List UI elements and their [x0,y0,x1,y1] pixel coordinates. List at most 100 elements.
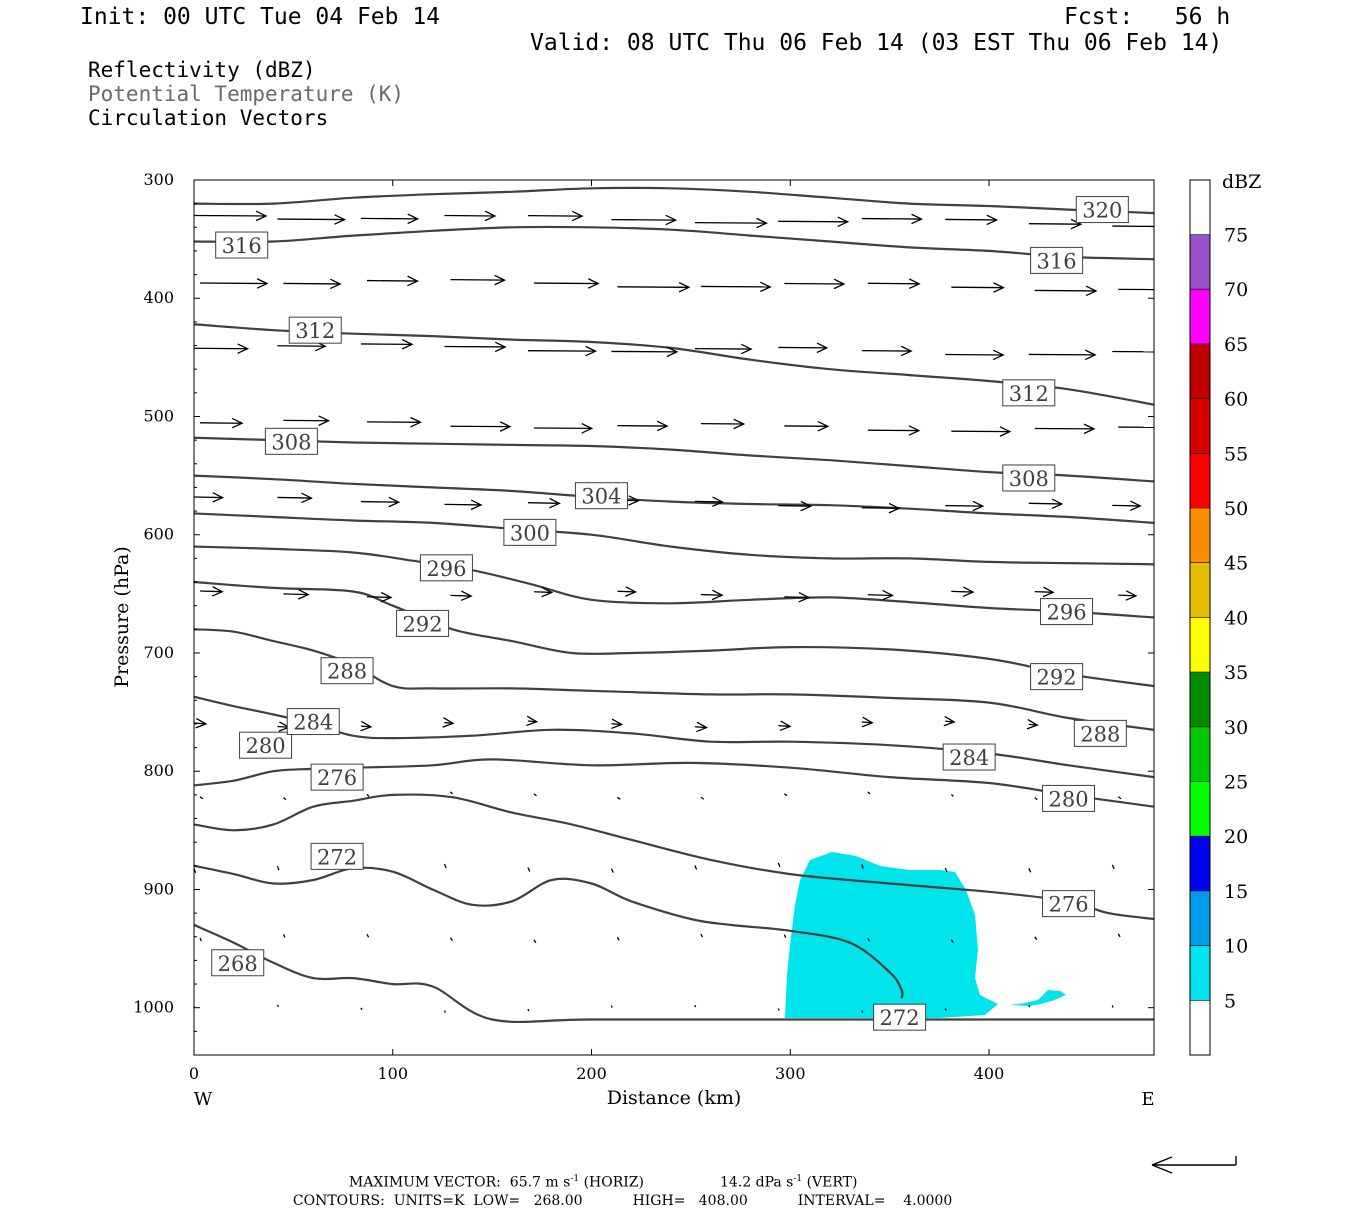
colorbar-label: 45 [1224,553,1248,575]
x-tick-label: 200 [576,1064,607,1083]
contour-label: 292 [403,612,443,636]
circulation-vector [450,792,452,794]
circulation-vector [617,591,635,592]
circulation-vector [534,794,537,796]
reflectivity-area-5dbz-small [1010,990,1066,1006]
potential-temperature-contours [194,188,1154,1022]
colorbar-label: 15 [1224,881,1248,903]
colorbar-unit: dBZ [1222,171,1261,193]
x-tick-label: 100 [377,1064,408,1083]
vector-arrowhead [1164,222,1174,231]
x-axis-east-label: E [1141,1089,1154,1110]
x-tick-label: 400 [974,1064,1005,1083]
colorbar-cell [1190,235,1210,290]
circulation-vector [784,935,785,938]
circulation-vector [1029,503,1062,504]
circulation-vector [951,794,953,796]
colorbar-cell-below [1190,1000,1210,1055]
contour-label: 320 [1082,199,1122,223]
colorbar-cell [1190,946,1210,1001]
reflectivity-layer [785,852,1066,1018]
colorbar-label: 5 [1224,990,1236,1012]
circulation-vector [611,1006,612,1008]
circulation-vector [695,866,697,870]
colorbar-cell [1190,563,1210,618]
circulation-vector [862,508,899,509]
circulation-vector [701,286,770,287]
circulation-vector [784,794,787,796]
colorbar-label: 60 [1224,389,1248,411]
colorbar-label: 10 [1224,936,1248,958]
circulation-vector [862,219,922,220]
circulation-vector [194,497,223,498]
circulation-vector [367,794,369,796]
circulation-vector [945,1009,946,1011]
contour-line-300 [194,513,1154,564]
circulation-vector [283,798,285,800]
contours-high: HIGH= 408.00 [633,1193,748,1209]
circulation-vector [778,863,779,867]
circulation-vector [1112,505,1140,506]
contour-label: 276 [317,766,357,790]
vector-arrowhead [1179,285,1189,294]
contour-line-316 [194,227,1154,259]
circulation-vector [361,218,418,219]
colorbar-label: 50 [1224,498,1248,520]
circulation-vector [1029,224,1081,225]
circulation-vector [194,215,266,216]
circulation-vector [361,1008,362,1010]
contours-label: CONTOURS: [293,1193,385,1209]
circulation-vector [277,219,344,220]
y-tick-label: 800 [143,761,174,780]
circulation-vector [534,940,536,943]
circulation-vector [945,506,982,507]
y-tick-label: 500 [143,406,174,425]
circulation-vector [862,1011,863,1013]
circulation-vector [617,937,619,940]
circulation-vector [701,934,702,937]
contour-label: 276 [1048,893,1088,917]
circulation-vector [1035,798,1037,800]
circulation-vector [367,597,391,598]
circulation-vector [361,502,399,503]
circulation-vector [611,869,613,873]
colorbar-label: 75 [1224,225,1248,247]
contour-label: 316 [222,234,262,258]
circulation-vector [450,280,504,281]
contour-label: 284 [293,711,333,735]
y-tick-label: 300 [143,170,174,189]
circulation-vector [1029,868,1031,872]
circulation-vector [784,284,844,285]
circulation-vector [868,283,919,284]
circulation-vector [528,1009,529,1011]
circulation-vectors [194,211,1189,1013]
circulation-vector [695,223,767,224]
circulation-vector [617,287,689,288]
circulation-vector [367,281,418,282]
contours-low: LOW= 268.00 [473,1193,582,1209]
y-axis-label: Pressure (hPa) [111,546,133,688]
circulation-vector [1118,289,1188,290]
circulation-vector [367,934,369,937]
contour-label: 272 [317,845,357,869]
contour-label: 288 [327,660,367,684]
x-axis-west-label: W [194,1089,213,1110]
circulation-vector [277,1005,278,1007]
y-tick-label: 700 [143,643,174,662]
colorbar-label: 35 [1224,662,1248,684]
colorbar-cell [1190,344,1210,399]
circulation-vector [701,595,722,596]
colorbar-label: 30 [1224,717,1248,739]
circulation-vector [617,797,620,799]
circulation-vector [283,283,340,284]
contour-label: 280 [1048,787,1088,811]
contour-line-320 [194,188,1154,213]
circulation-vector [200,283,267,284]
colorbar-label: 55 [1224,443,1248,465]
colorbar-label: 40 [1224,607,1248,629]
colorbar-cell [1190,399,1210,454]
circulation-vector [951,287,1003,288]
